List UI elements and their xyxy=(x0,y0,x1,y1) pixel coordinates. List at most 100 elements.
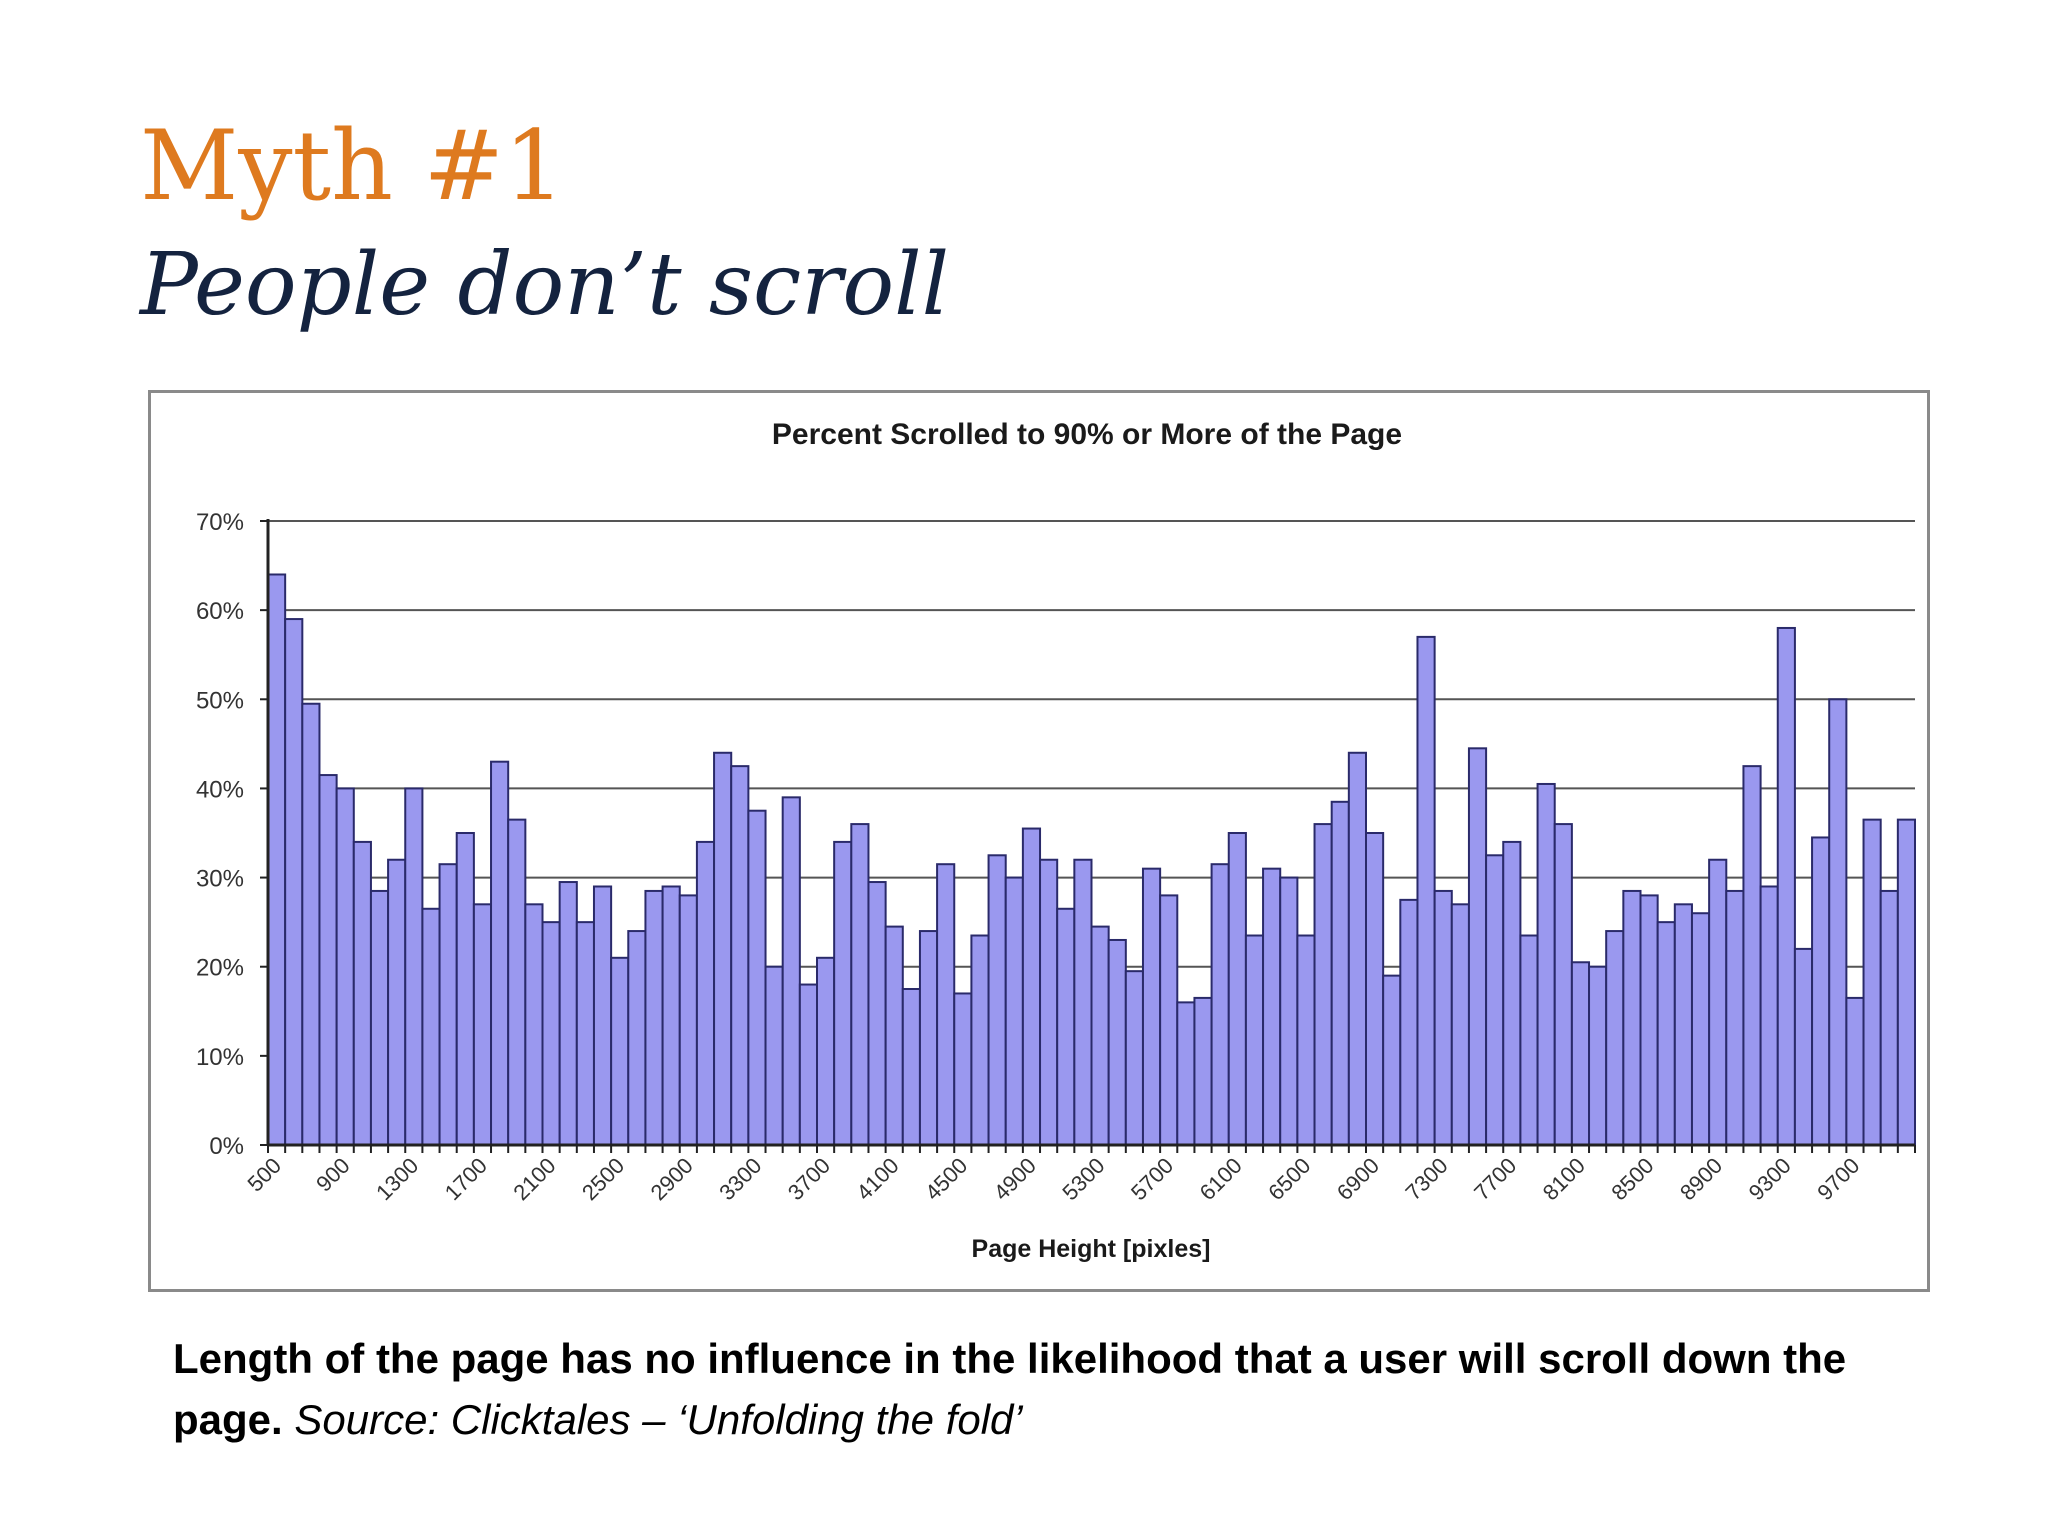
bar xyxy=(644,889,664,1146)
bar xyxy=(1124,970,1144,1146)
y-tick-label: 60% xyxy=(196,598,244,625)
bar xyxy=(1433,889,1453,1146)
x-tick-label: 1700 xyxy=(440,1153,492,1205)
bar xyxy=(1227,832,1247,1146)
bar xyxy=(592,885,613,1146)
bar xyxy=(404,787,424,1146)
bar xyxy=(507,818,527,1146)
bar xyxy=(421,907,441,1147)
bar xyxy=(524,903,544,1146)
bar xyxy=(1365,832,1385,1146)
bar xyxy=(1639,894,1659,1146)
x-tick-label: 8100 xyxy=(1538,1153,1590,1205)
bar xyxy=(472,903,493,1146)
x-tick-label: 4900 xyxy=(989,1153,1041,1205)
bar xyxy=(661,885,681,1146)
bar xyxy=(541,921,561,1147)
bar xyxy=(1742,765,1762,1146)
bar xyxy=(1776,626,1796,1147)
bar xyxy=(953,992,973,1147)
bar xyxy=(764,965,784,1147)
x-axis-label: Page Height [pixles] xyxy=(972,1235,1211,1263)
x-tick-label: 9300 xyxy=(1744,1153,1796,1205)
bar xyxy=(987,854,1007,1146)
x-tick-label: 7700 xyxy=(1469,1153,1521,1205)
bars xyxy=(267,573,1916,1147)
bar xyxy=(1759,885,1779,1146)
bar xyxy=(1467,747,1488,1146)
bar xyxy=(1159,894,1179,1146)
bar xyxy=(798,983,819,1146)
bar xyxy=(455,832,475,1146)
x-tick-label: 5300 xyxy=(1057,1153,1109,1205)
bar xyxy=(369,889,390,1146)
bar xyxy=(1519,934,1539,1147)
bar xyxy=(490,760,510,1146)
x-axis-ticks: 500 900 1300 1700 2100 2500 2900 3300 3700 4100 45… xyxy=(242,1145,1916,1205)
x-tick-label: 2500 xyxy=(577,1153,629,1205)
bar xyxy=(1673,903,1693,1146)
bar xyxy=(1879,889,1899,1146)
bar xyxy=(387,858,407,1146)
y-tick-label: 20% xyxy=(196,955,244,982)
bar xyxy=(318,774,338,1146)
bar xyxy=(1330,800,1350,1146)
bar xyxy=(1090,925,1110,1146)
bar xyxy=(901,988,921,1146)
x-tick-label: 2100 xyxy=(508,1153,560,1205)
x-tick-label: 4100 xyxy=(851,1153,903,1205)
bar xyxy=(1073,858,1093,1146)
x-tick-label: 3700 xyxy=(783,1153,835,1205)
bar xyxy=(1725,889,1745,1146)
bar xyxy=(1193,996,1213,1146)
bar xyxy=(1244,934,1265,1147)
bar xyxy=(833,840,853,1146)
bar xyxy=(1588,965,1608,1147)
bar xyxy=(713,751,733,1146)
x-tick-label: 8500 xyxy=(1606,1153,1658,1205)
bar xyxy=(1296,934,1316,1147)
caption-source: Source: Clicktales – ‘Unfolding the fold… xyxy=(294,1396,1023,1443)
x-tick-label: 900 xyxy=(311,1153,355,1197)
bar xyxy=(1039,858,1059,1146)
bar xyxy=(1536,782,1556,1146)
bar xyxy=(1708,858,1728,1146)
bar xyxy=(884,925,904,1146)
bar xyxy=(267,573,287,1147)
y-tick-label: 30% xyxy=(196,866,244,893)
bar xyxy=(1502,840,1522,1146)
caption-statement: Length of the page has no influence in t… xyxy=(173,1335,1847,1443)
bar xyxy=(1793,947,1814,1147)
bar xyxy=(1450,903,1470,1146)
bar xyxy=(1347,751,1367,1146)
bar xyxy=(1485,854,1505,1146)
x-tick-label: 7300 xyxy=(1400,1153,1452,1205)
bar xyxy=(695,840,716,1146)
bar xyxy=(1811,836,1831,1146)
y-tick-label: 10% xyxy=(196,1044,244,1071)
x-tick-label: 6900 xyxy=(1332,1153,1384,1205)
y-axis-ticks: 0% 10% 20% 30% 40% 50% 60% 70% xyxy=(196,509,268,1160)
bar xyxy=(1690,912,1711,1146)
bar xyxy=(1605,930,1625,1146)
bar xyxy=(1553,823,1573,1146)
x-tick-label: 4500 xyxy=(920,1153,972,1205)
chart-frame: Percent Scrolled to 90% or More of the P… xyxy=(148,390,1930,1292)
bar-chart: Percent Scrolled to 90% or More of the P… xyxy=(196,418,1916,1263)
bar xyxy=(781,796,801,1146)
bar xyxy=(301,702,321,1146)
bar xyxy=(1570,961,1591,1147)
bar xyxy=(1210,863,1230,1146)
bar xyxy=(1176,1001,1196,1146)
caption: Length of the page has no influence in t… xyxy=(173,1328,1873,1450)
bar xyxy=(867,881,887,1146)
x-tick-label: 1300 xyxy=(371,1153,423,1205)
bar xyxy=(1862,818,1882,1146)
bar xyxy=(1056,907,1076,1147)
bar xyxy=(1845,996,1865,1146)
y-tick-label: 40% xyxy=(196,776,244,803)
bar xyxy=(1279,876,1299,1146)
bar xyxy=(970,934,990,1147)
x-tick-label: 2900 xyxy=(646,1153,698,1205)
x-tick-label: 500 xyxy=(242,1153,286,1197)
